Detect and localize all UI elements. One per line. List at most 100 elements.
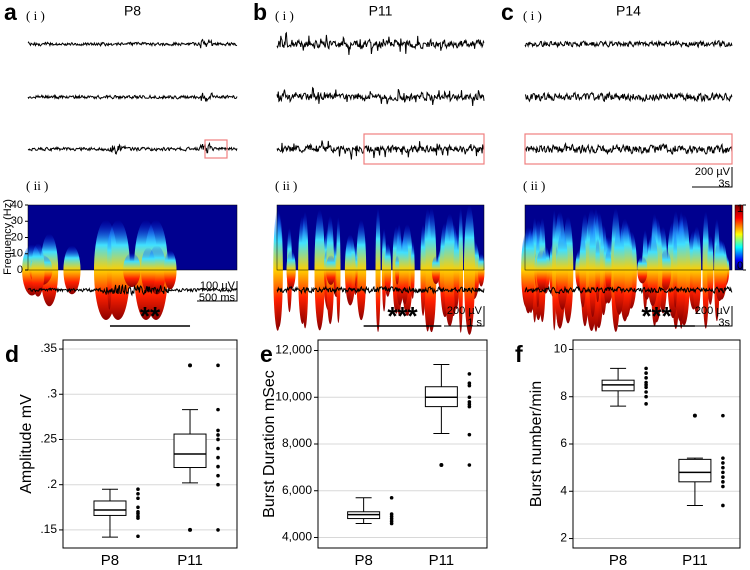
- data-point: [216, 437, 220, 442]
- spectrogram-frame: [524, 204, 733, 271]
- significance: **: [140, 301, 161, 331]
- sub-label: ( ii ): [275, 178, 297, 193]
- box: [173, 433, 207, 469]
- significance: ***: [641, 301, 672, 331]
- eeg-trace: [27, 38, 238, 49]
- eeg-trace: [524, 91, 733, 103]
- eeg-trace: [27, 283, 238, 297]
- significance: ***: [387, 301, 418, 331]
- axis-label: Burst number/min: [528, 381, 545, 507]
- data-point: [644, 402, 648, 406]
- outlier: [188, 527, 193, 532]
- data-point: [136, 487, 140, 492]
- panel-title: P11: [369, 3, 393, 19]
- plot-frame: [62, 339, 238, 549]
- data-point: [216, 455, 220, 460]
- scale-bar: [444, 306, 485, 327]
- eeg-trace: [276, 31, 485, 55]
- panel-title: P14: [616, 3, 641, 19]
- y-tick-label: 10: [554, 342, 568, 356]
- panel-label: a: [4, 0, 17, 25]
- data-point: [721, 503, 725, 508]
- y-tick-label: 2: [560, 531, 567, 545]
- sub-label: ( i ): [26, 8, 45, 23]
- y-tick-label: .35: [40, 341, 57, 355]
- eeg-trace: [276, 140, 485, 160]
- data-point: [467, 404, 472, 409]
- axis-label: Amplitude mV: [18, 394, 35, 494]
- data-point: [467, 463, 472, 467]
- y-tick-label: 4,000: [282, 530, 312, 544]
- y-tick-label: 8: [560, 389, 567, 403]
- eeg-trace: [27, 92, 238, 103]
- data-point: [136, 496, 140, 501]
- panel-label: d: [5, 341, 19, 367]
- y-tick-label: .2: [47, 477, 57, 491]
- data-point: [136, 505, 140, 510]
- scale-label: 1 s: [467, 317, 482, 329]
- data-point: [467, 383, 472, 388]
- data-point: [389, 495, 394, 500]
- scale-bar: [197, 281, 238, 302]
- data-point: [216, 363, 220, 368]
- scale-label: 500 ms: [199, 292, 236, 304]
- panel-label: e: [260, 341, 273, 367]
- tick-label: 30: [11, 215, 23, 227]
- x-tick-label: P11: [429, 552, 455, 569]
- axis-label: Frequency (Hz): [2, 199, 14, 275]
- data-point: [644, 376, 648, 380]
- box: [678, 458, 712, 483]
- data-point: [721, 480, 725, 484]
- data-point: [136, 491, 140, 496]
- axis-label: Burst Duration mSec: [261, 370, 278, 518]
- eeg-trace: [276, 285, 485, 295]
- scale-bar: [692, 167, 733, 188]
- x-tick-label: P11: [682, 552, 708, 569]
- y-tick-label: 12,000: [275, 343, 312, 357]
- sub-label: ( ii ): [26, 178, 48, 193]
- y-tick-label: .3: [47, 386, 57, 400]
- outlier: [692, 413, 697, 418]
- scale-bar: [692, 306, 733, 327]
- data-point: [644, 371, 648, 375]
- data-point: [467, 372, 472, 376]
- data-point: [389, 521, 394, 526]
- data-point: [216, 464, 220, 469]
- panel-label: b: [253, 0, 267, 25]
- data-point: [216, 433, 220, 437]
- data-point: [644, 390, 648, 394]
- eeg-trace: [524, 39, 733, 49]
- data-point: [136, 534, 140, 539]
- plot-frame: [317, 339, 488, 549]
- y-tick-label: .15: [40, 522, 57, 536]
- eeg-trace: [27, 141, 238, 155]
- data-point: [721, 413, 725, 418]
- data-point: [467, 432, 472, 437]
- box: [93, 500, 127, 516]
- data-point: [644, 366, 648, 371]
- data-point: [216, 428, 220, 433]
- y-tick-label: .25: [40, 432, 57, 446]
- x-tick-label: P8: [609, 552, 627, 569]
- y-tick-label: 6: [560, 436, 567, 450]
- data-point: [216, 528, 220, 532]
- data-point: [721, 465, 725, 470]
- data-point: [644, 385, 648, 390]
- outlier: [188, 363, 193, 368]
- data-point: [721, 475, 725, 479]
- tick-label: 0: [17, 264, 23, 276]
- panel-title: P8: [124, 3, 141, 19]
- tick-label: 10: [11, 248, 23, 260]
- tick-label: 40: [11, 199, 23, 211]
- scale-label: 200 µV: [695, 305, 731, 317]
- panel-label: c: [501, 0, 514, 25]
- data-point: [721, 470, 725, 475]
- data-point: [721, 461, 725, 465]
- data-point: [216, 482, 220, 487]
- data-point: [467, 395, 472, 400]
- data-point: [721, 456, 725, 460]
- tick-label: 1: [737, 203, 743, 215]
- y-tick-label: 10,000: [275, 389, 312, 403]
- plot-frame: [572, 339, 741, 549]
- x-tick-label: P11: [177, 552, 203, 569]
